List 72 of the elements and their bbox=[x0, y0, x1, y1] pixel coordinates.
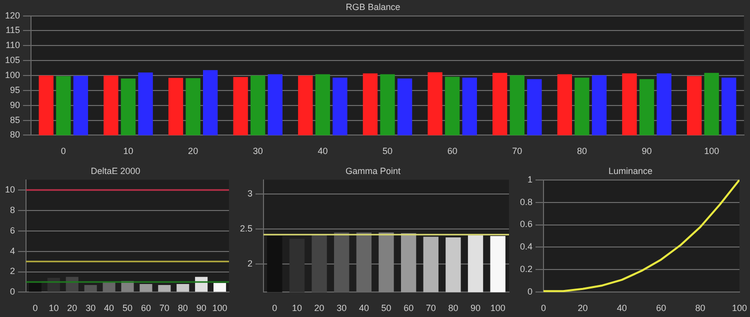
x-tick-label: 20 bbox=[67, 303, 78, 314]
y-tick-label: 2 bbox=[247, 258, 253, 269]
x-tick-label: 80 bbox=[576, 146, 587, 156]
y-tick-label: 0 bbox=[10, 286, 16, 297]
y-tick-label: 120 bbox=[4, 10, 20, 20]
x-tick-label: 80 bbox=[448, 303, 458, 314]
x-tick-label: 10 bbox=[292, 303, 302, 314]
x-tick-label: 60 bbox=[404, 303, 414, 314]
x-tick-label: 20 bbox=[578, 303, 588, 314]
x-tick-label: 40 bbox=[104, 303, 114, 314]
y-tick-label: 8 bbox=[10, 204, 16, 215]
x-tick-label: 50 bbox=[382, 146, 393, 156]
y-tick-label: 6 bbox=[10, 225, 16, 236]
y-tick-label: 110 bbox=[6, 40, 20, 50]
x-tick-label: 90 bbox=[470, 303, 481, 314]
x-tick-label: 20 bbox=[314, 303, 324, 314]
chart-title: DeltaE 2000 bbox=[90, 166, 140, 176]
y-tick-label: 0.8 bbox=[520, 196, 533, 207]
x-tick-label: 30 bbox=[252, 146, 263, 156]
x-tick-label: 0 bbox=[541, 303, 546, 314]
chart-title: Gamma Point bbox=[345, 166, 402, 176]
y-tick-label: 0.2 bbox=[520, 264, 533, 274]
bar bbox=[214, 283, 226, 292]
chart-title: Luminance bbox=[608, 166, 653, 176]
x-tick-label: 10 bbox=[123, 146, 134, 156]
y-tick-label: 1 bbox=[527, 174, 533, 184]
x-tick-label: 40 bbox=[616, 303, 627, 314]
x-tick-label: 70 bbox=[512, 146, 522, 156]
x-tick-label: 50 bbox=[122, 303, 133, 314]
x-tick-label: 100 bbox=[732, 303, 748, 314]
y-tick-label: 95 bbox=[10, 84, 20, 95]
x-tick-label: 60 bbox=[447, 146, 458, 156]
bar bbox=[176, 284, 190, 292]
bar bbox=[158, 285, 171, 292]
bar bbox=[84, 285, 97, 292]
x-tick-label: 70 bbox=[159, 303, 170, 314]
x-tick-label: 50 bbox=[381, 303, 392, 314]
y-tick-label: 115 bbox=[6, 25, 20, 36]
x-tick-label: 40 bbox=[358, 303, 369, 314]
x-tick-label: 20 bbox=[188, 146, 198, 156]
y-tick-label: 105 bbox=[4, 55, 20, 66]
y-tick-label: 0.6 bbox=[520, 219, 533, 230]
x-tick-label: 40 bbox=[318, 146, 328, 156]
y-tick-label: 100 bbox=[4, 70, 20, 80]
y-tick-label: 2.5 bbox=[240, 223, 253, 234]
x-tick-label: 80 bbox=[178, 303, 188, 314]
x-tick-label: 30 bbox=[86, 303, 96, 314]
x-tick-label: 100 bbox=[704, 146, 720, 156]
y-tick-label: 2 bbox=[10, 266, 16, 276]
x-tick-label: 0 bbox=[32, 303, 38, 314]
y-tick-label: 3 bbox=[247, 188, 253, 198]
y-tick-label: 0 bbox=[527, 286, 533, 297]
y-tick-label: 80 bbox=[10, 130, 20, 140]
x-tick-label: 90 bbox=[196, 303, 206, 314]
x-tick-label: 70 bbox=[426, 303, 436, 314]
x-tick-label: 60 bbox=[140, 303, 151, 314]
y-tick-label: 10 bbox=[4, 184, 16, 195]
x-tick-label: 80 bbox=[695, 303, 706, 314]
y-tick-label: 0.4 bbox=[520, 242, 533, 252]
x-tick-label: 100 bbox=[490, 303, 506, 314]
bar bbox=[140, 284, 152, 292]
x-tick-label: 100 bbox=[212, 303, 228, 314]
chart-title: RGB Balance bbox=[346, 2, 400, 12]
x-tick-label: 60 bbox=[656, 303, 666, 314]
x-tick-label: 10 bbox=[48, 303, 59, 314]
x-tick-label: 0 bbox=[60, 146, 66, 156]
y-tick-label: 85 bbox=[10, 114, 20, 125]
y-tick-label: 4 bbox=[10, 246, 16, 256]
x-tick-label: 90 bbox=[642, 146, 652, 156]
x-tick-label: 30 bbox=[336, 303, 347, 314]
x-tick-label: 0 bbox=[272, 303, 278, 314]
y-tick-label: 90 bbox=[10, 100, 20, 110]
